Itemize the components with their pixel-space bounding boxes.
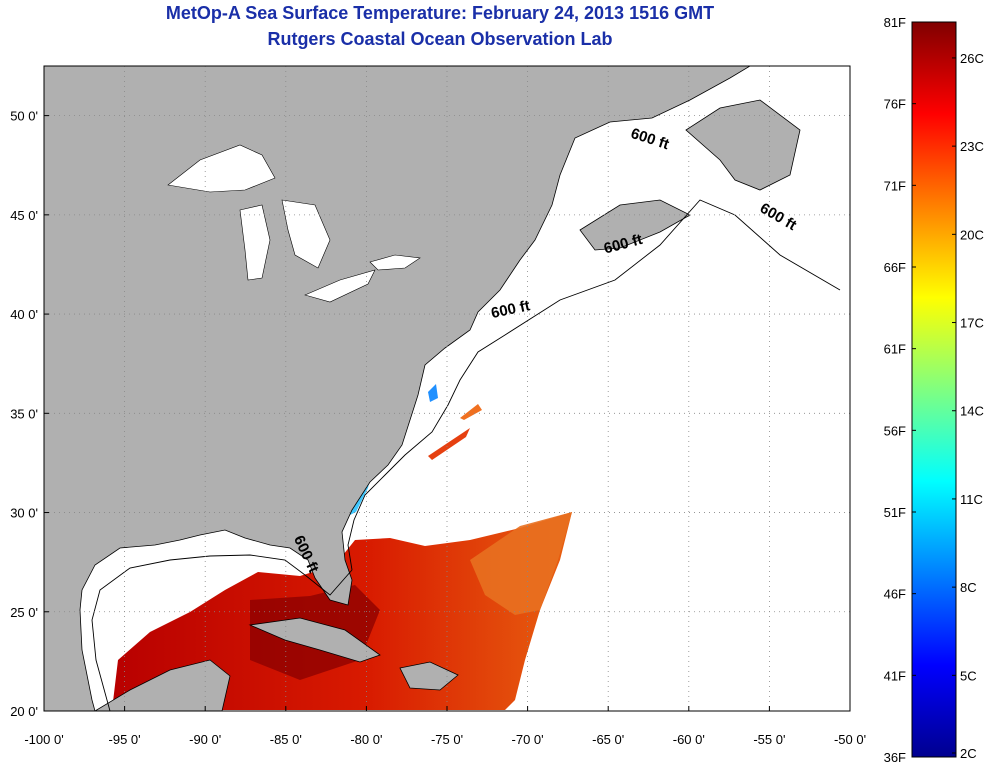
lon-tick-label: -85 0' [270, 732, 302, 747]
colorbar-f-label: 36F [884, 750, 906, 765]
lon-tick-label: -100 0' [24, 732, 63, 747]
lake-superior [167, 144, 276, 193]
lat-tick-label: 35 0' [10, 406, 38, 421]
yucatan [94, 659, 231, 711]
colorbar-c-label: 20C [960, 227, 984, 242]
north-america-land [44, 66, 751, 711]
lat-tick-label: 25 0' [10, 605, 38, 620]
lat-tick-label: 50 0' [10, 109, 38, 124]
depth-contours [91, 199, 841, 711]
lake-huron [281, 199, 331, 269]
lat-tick-label: 45 0' [10, 208, 38, 223]
lat-tick-label: 40 0' [10, 307, 38, 322]
colorbar-f-label: 51F [884, 505, 906, 520]
lake-michigan [239, 204, 271, 281]
colorbar-c-label: 14C [960, 404, 984, 419]
great-lakes [167, 144, 421, 303]
lat-tick-label: 30 0' [10, 506, 38, 521]
lon-tick-label: -75 0' [431, 732, 463, 747]
colorbar-c-label: 23C [960, 139, 984, 154]
sst-coastal-blue [428, 384, 438, 402]
sst-orange-region [470, 512, 572, 615]
lat-tick-label: 20 0' [10, 704, 38, 719]
axis-ticks: -100 0' -95 0' -90 0' -85 0' -80 0' -75 0' -70… [10, 109, 866, 747]
colorbar-f-label: 61F [884, 342, 906, 357]
hispaniola [399, 661, 459, 691]
colorbar-c-label: 8C [960, 580, 977, 595]
contour-gulf [91, 554, 353, 711]
sst-stream-patch [428, 428, 470, 460]
colorbar-f-label: 56F [884, 423, 906, 438]
lon-tick-label: -90 0' [189, 732, 221, 747]
lon-tick-label: -65 0' [592, 732, 624, 747]
colorbar-f-label: 66F [884, 260, 906, 275]
colorbar-c-label: 2C [960, 746, 977, 761]
map-title: MetOp-A Sea Surface Temperature: Februar… [165, 3, 715, 23]
newfoundland [685, 99, 801, 191]
colorbar-c-label: 17C [960, 316, 984, 331]
lake-ontario [369, 254, 421, 271]
contour-east-coast [347, 199, 841, 571]
colorbar-f-label: 71F [884, 178, 906, 193]
lon-tick-label: -50 0' [834, 732, 866, 747]
colorbar-c-label: 26C [960, 51, 984, 66]
colorbar-f-label: 76F [884, 97, 906, 112]
lon-tick-label: -60 0' [673, 732, 705, 747]
map-subtitle: Rutgers Coastal Ocean Observation Lab [267, 29, 613, 49]
lake-erie [304, 269, 376, 303]
lon-tick-label: -80 0' [350, 732, 382, 747]
colorbar-f-label: 46F [884, 587, 906, 602]
colorbar-c-label: 5C [960, 668, 977, 683]
colorbar-gradient [911, 21, 957, 758]
lon-tick-label: -55 0' [753, 732, 785, 747]
colorbar-labels: 81F 76F 71F 66F 61F 56F 51F 46F 41F 36F 26C 23C 20C 1… [884, 15, 984, 765]
sst-stream-patch-north [460, 404, 482, 420]
colorbar-c-label: 11C [960, 492, 983, 507]
colorbar-f-label: 81F [884, 15, 906, 30]
lon-tick-label: -95 0' [109, 732, 141, 747]
cuba [248, 617, 381, 663]
lon-tick-label: -70 0' [512, 732, 544, 747]
land-layer [44, 66, 801, 711]
nova-scotia [579, 199, 691, 251]
colorbar-f-label: 41F [884, 668, 906, 683]
